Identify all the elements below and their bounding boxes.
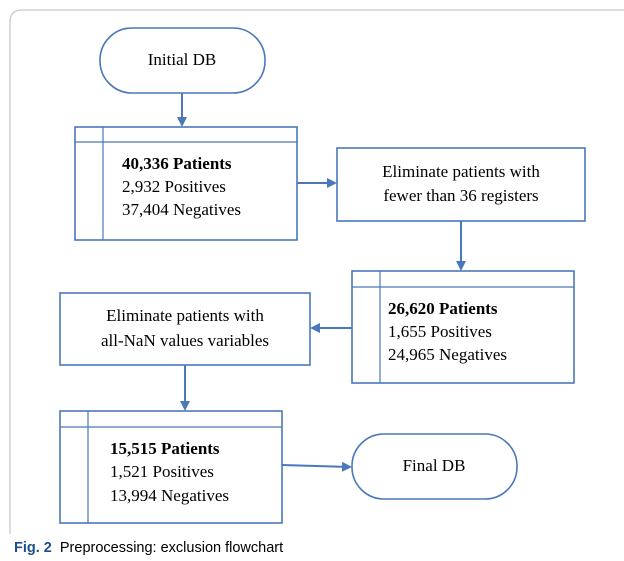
node-line: 37,404 Negatives <box>122 200 241 219</box>
node-label: Final DB <box>403 456 466 475</box>
arrow <box>281 461 352 472</box>
node-line: 1,655 Positives <box>388 322 492 341</box>
end-node <box>351 433 518 500</box>
data-node <box>59 410 283 524</box>
node-line: 24,965 Negatives <box>388 345 507 364</box>
node-line: all-NaN values variables <box>101 331 269 350</box>
node-title: 15,515 Patients <box>110 439 220 458</box>
data-node <box>74 126 298 241</box>
data-node <box>351 270 575 384</box>
caption-text: Preprocessing: exclusion flowchart <box>60 540 283 556</box>
process-node <box>336 147 586 222</box>
node-line: Eliminate patients with <box>382 162 540 181</box>
node-title: 40,336 Patients <box>122 154 232 173</box>
node-title: 26,620 Patients <box>388 299 498 318</box>
caption-label: Fig. 2 <box>14 540 52 556</box>
process-node <box>59 292 311 366</box>
node-line: 2,932 Positives <box>122 177 226 196</box>
node-line: 13,994 Negatives <box>110 486 229 505</box>
node-label: Initial DB <box>148 50 216 69</box>
node-line: fewer than 36 registers <box>383 186 538 205</box>
caption: Fig. 2 Preprocessing: exclusion flowchart <box>14 540 283 556</box>
node-line: Eliminate patients with <box>106 306 264 325</box>
node-line: 1,521 Positives <box>110 462 214 481</box>
frame <box>9 9 624 534</box>
